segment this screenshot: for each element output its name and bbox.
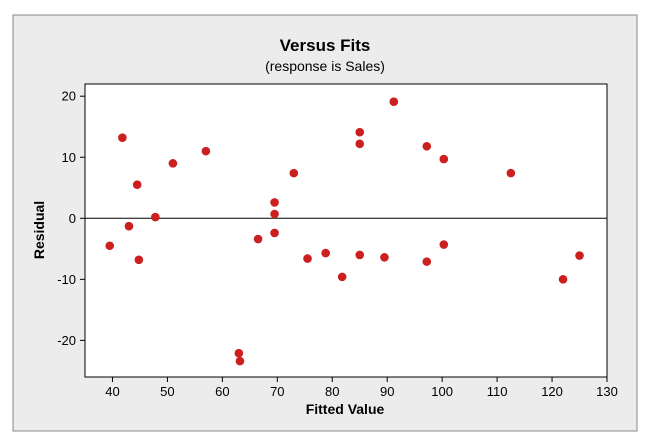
data-point — [235, 356, 245, 366]
y-tick-label: -20 — [57, 333, 76, 348]
x-tick-label: 60 — [215, 384, 229, 399]
data-point — [355, 139, 365, 149]
data-point — [105, 241, 115, 251]
data-point — [506, 168, 516, 178]
data-point — [439, 154, 449, 164]
data-point — [151, 212, 160, 222]
x-tick-label: 70 — [270, 384, 284, 399]
data-point — [355, 127, 365, 137]
data-point — [321, 248, 330, 258]
data-point — [289, 168, 299, 178]
x-tick-label: 80 — [325, 384, 339, 399]
y-axis-label: Residual — [31, 201, 47, 259]
y-axis: -20 -10 0 10 20 — [57, 89, 85, 348]
data-point — [270, 228, 279, 238]
data-point — [337, 272, 347, 282]
data-point — [389, 97, 399, 107]
data-point — [270, 209, 279, 219]
data-point — [168, 159, 178, 168]
data-point — [422, 257, 432, 266]
chart-subtitle: (response is Sales) — [265, 58, 385, 74]
x-tick-label: 40 — [105, 384, 119, 399]
x-tick-label: 120 — [541, 384, 563, 399]
data-point — [134, 255, 144, 265]
y-tick-label: 0 — [69, 211, 76, 226]
x-tick-label: 100 — [431, 384, 453, 399]
y-tick-label: 20 — [62, 89, 76, 104]
x-tick-label: 110 — [487, 384, 508, 399]
data-point — [234, 348, 244, 358]
data-point — [575, 251, 584, 260]
data-point — [118, 133, 127, 143]
data-points — [105, 97, 584, 366]
data-point — [303, 254, 312, 263]
x-tick-label: 130 — [596, 384, 618, 399]
data-point — [380, 253, 389, 262]
x-axis-label: Fitted Value — [306, 401, 385, 417]
x-tick-label: 90 — [380, 384, 394, 399]
chart-title: Versus Fits — [280, 36, 371, 55]
data-point — [558, 275, 568, 284]
data-point — [270, 198, 279, 207]
plot-area — [84, 83, 608, 378]
data-point — [422, 141, 432, 151]
x-axis: 40 50 60 70 80 90 100 110 120 130 — [105, 377, 618, 399]
data-point — [132, 180, 142, 190]
data-point — [355, 250, 365, 260]
data-point — [253, 234, 263, 244]
y-tick-label: -10 — [57, 272, 76, 287]
y-tick-label: 10 — [62, 150, 76, 165]
data-point — [201, 146, 211, 156]
x-tick-label: 50 — [160, 384, 174, 399]
data-point — [439, 240, 449, 249]
data-point — [124, 221, 134, 231]
